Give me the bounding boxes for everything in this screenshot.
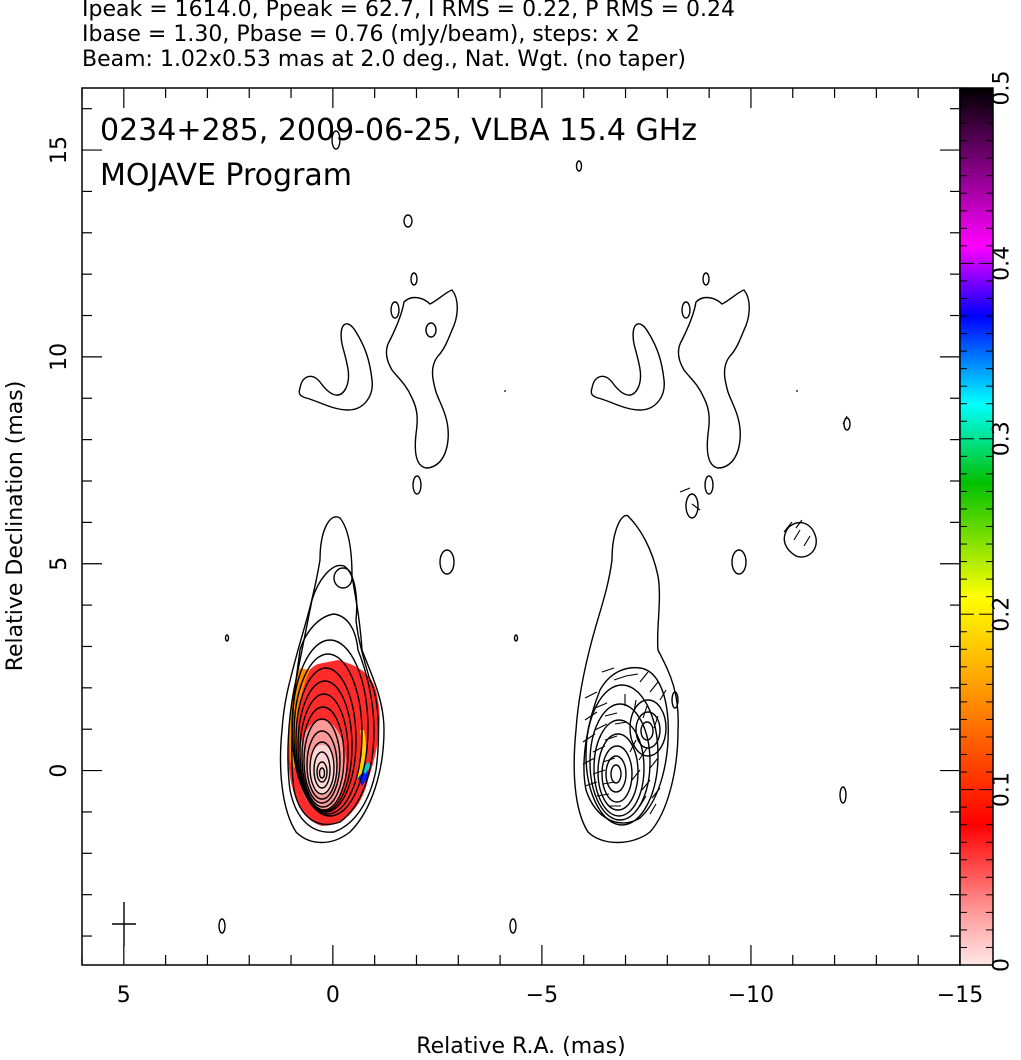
plot-program-label: MOJAVE Program [100,158,352,193]
left-contours [218,130,458,934]
polarization-blue-spot [358,768,370,786]
plot-frame [81,87,961,966]
y-axis-title: Relative Declination (mas) [3,381,28,672]
x-axis-title: Relative R.A. (mas) [416,1034,625,1059]
noise-specks [504,390,798,392]
y-tick-label: 15 [47,136,72,164]
left-panel [218,130,458,934]
y-tick-label: 5 [47,557,72,571]
y-tick-label: 0 [47,764,72,778]
colorbar-tick-label: 0.5 [990,71,1015,106]
colorbar-tick-label: 0 [990,958,1015,972]
colorbar-ticks: 0 0.1 0.2 0.3 0.4 0.5 [960,71,1015,972]
map-area [112,130,851,946]
colorbar-tick-label: 0.3 [990,421,1015,456]
colorbar-tick-label: 0.1 [990,772,1015,807]
colorbar-tick-label: 0.2 [990,597,1015,632]
x-tick-label: −5 [526,983,558,1008]
colorbar-tick-label: 0.4 [990,246,1015,281]
y-tick-label: 10 [47,343,72,371]
x-tick-label: −15 [937,983,983,1008]
header-line-2: Ibase = 1.30, Pbase = 0.76 (mJy/beam), s… [82,22,640,47]
x-axis-ticks: 5 0 −5 −10 −15 [81,88,983,1008]
x-tick-label: 5 [117,983,131,1008]
x-tick-label: −10 [728,983,774,1008]
y-axis-ticks: 0 5 10 15 [47,108,960,937]
polarization-cyan-spot [362,762,371,774]
plot-source-title: 0234+285, 2009-06-25, VLBA 15.4 GHz [100,113,697,148]
header-line-3: Beam: 1.02x0.53 mas at 2.0 deg., Nat. Wg… [82,47,686,72]
beam-marker [112,902,136,946]
polarization-vectors [582,415,848,815]
right-panel [509,160,851,934]
x-tick-label: 0 [326,983,340,1008]
header-line-1: Ipeak = 1614.0, Ppeak = 62.7, I RMS = 0.… [82,0,735,22]
right-contours [509,160,851,934]
polarization-pale-center [308,745,336,795]
